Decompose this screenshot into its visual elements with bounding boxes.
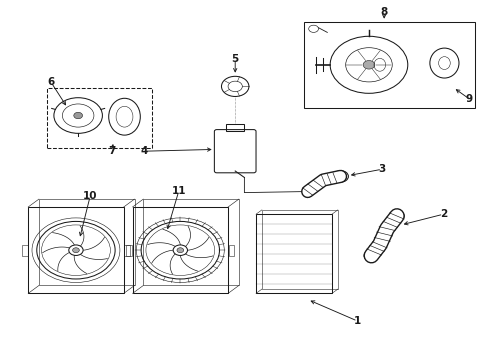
Text: 7: 7 <box>108 146 116 156</box>
Text: 4: 4 <box>141 146 148 156</box>
Text: 11: 11 <box>172 186 186 196</box>
Text: 2: 2 <box>440 209 447 219</box>
Text: 5: 5 <box>232 54 239 64</box>
Bar <box>124 245 130 256</box>
Bar <box>126 245 132 256</box>
Circle shape <box>73 248 79 253</box>
Text: 10: 10 <box>83 191 98 201</box>
Bar <box>22 245 27 256</box>
Circle shape <box>363 60 375 69</box>
Circle shape <box>177 248 184 253</box>
Text: 1: 1 <box>354 316 361 326</box>
Text: 3: 3 <box>379 164 386 174</box>
Bar <box>47 88 152 148</box>
Bar <box>226 124 245 131</box>
Text: 6: 6 <box>48 77 54 87</box>
Bar <box>228 245 234 256</box>
Bar <box>304 22 475 108</box>
Text: 9: 9 <box>466 94 473 104</box>
Circle shape <box>74 112 82 119</box>
Text: 8: 8 <box>381 6 388 17</box>
